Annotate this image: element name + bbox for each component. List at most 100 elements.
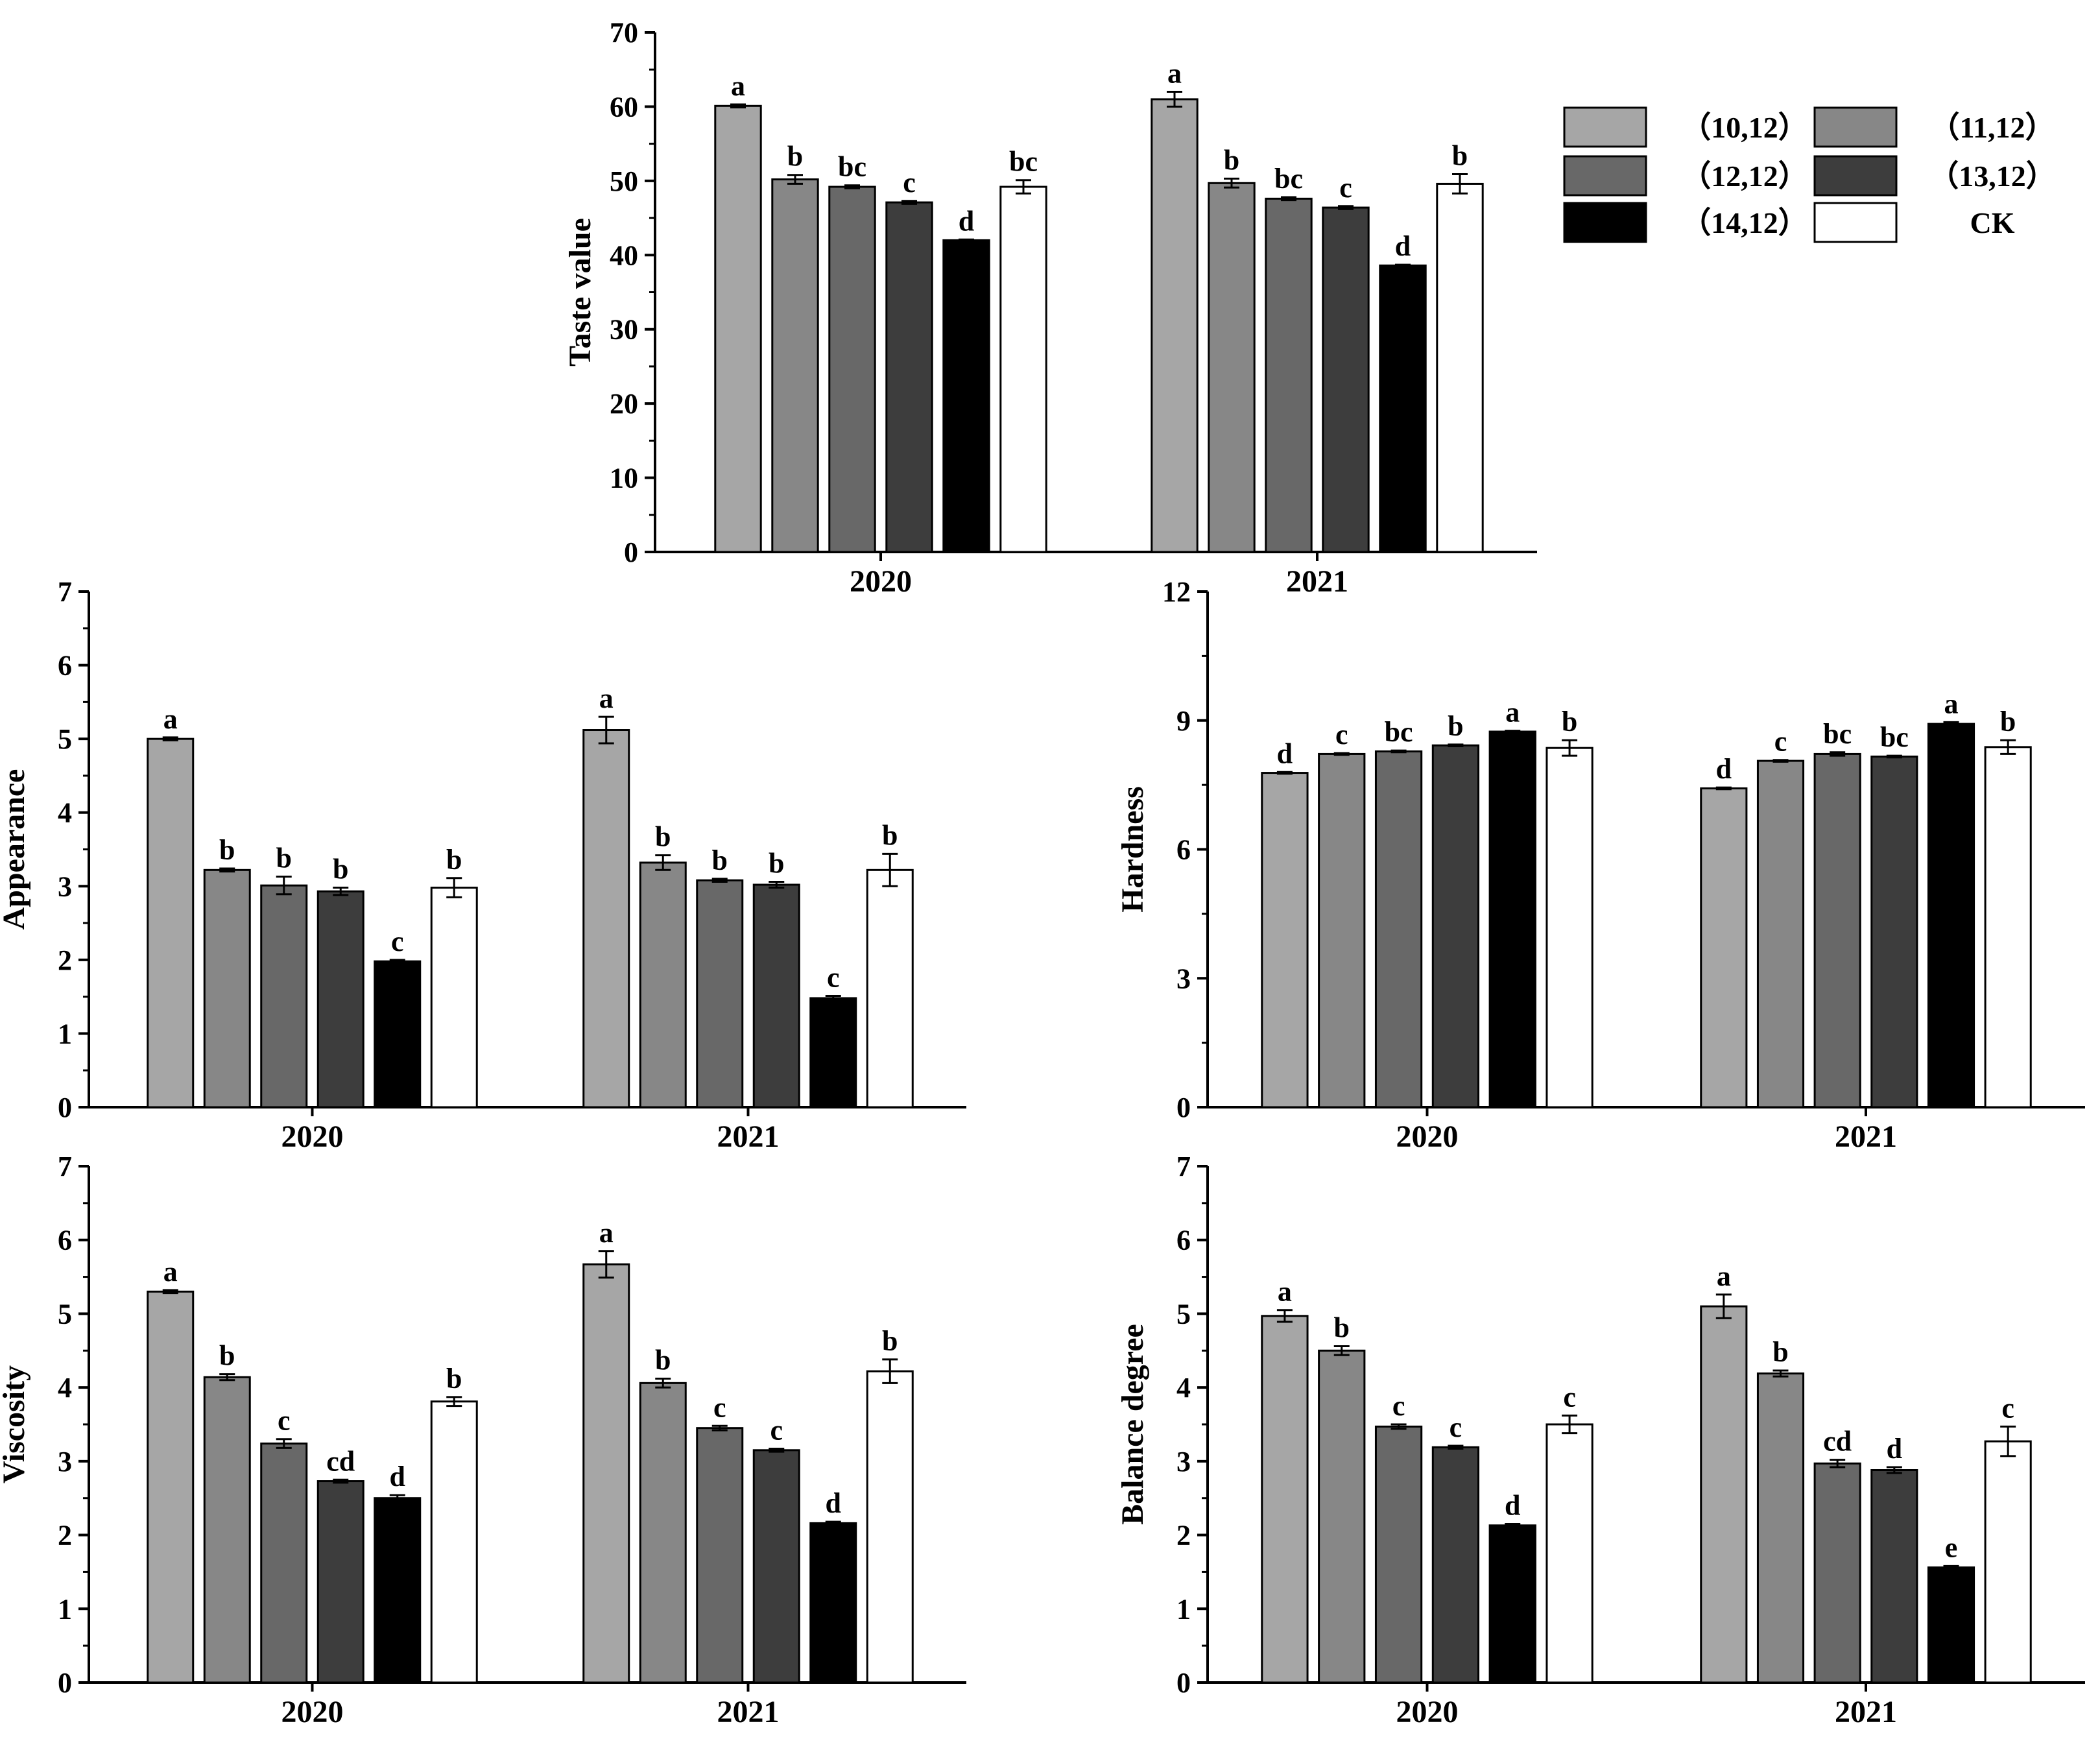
taste-significance-label: c	[1339, 172, 1352, 204]
balance-bar	[1488, 1524, 1536, 1684]
taste-bar	[1208, 182, 1256, 553]
viscosity-ytick-label: 2	[58, 1520, 72, 1551]
legend-label: （11,12）	[1930, 111, 2055, 144]
hardness-ytick-label: 3	[1176, 963, 1191, 994]
legend: （10,12） （11,12） （12,12） （13,12） （14,12） CK	[1563, 106, 2056, 243]
viscosity-significance-label: a	[599, 1217, 614, 1249]
hardness-significance-label: d	[1716, 753, 1732, 785]
balance-ytick-label: 0	[1176, 1667, 1191, 1699]
appearance-significance-label: a	[599, 682, 614, 714]
appearance-bar	[374, 960, 422, 1108]
appearance-category-label: 2020	[281, 1120, 344, 1154]
balance-y-axis-title: Balance degree	[1116, 1324, 1150, 1525]
appearance-ytick-label: 4	[58, 797, 72, 829]
appearance-significance-label: b	[712, 845, 728, 876]
balance-ytick-label: 4	[1176, 1372, 1191, 1404]
appearance-significance-label: b	[882, 819, 898, 851]
appearance-bar	[866, 868, 914, 1108]
balance-bar	[1984, 1440, 2032, 1684]
balance-ytick-label: 6	[1176, 1225, 1191, 1256]
appearance-bar	[582, 729, 630, 1108]
hardness-category-label: 2020	[1396, 1120, 1459, 1154]
viscosity-significance-label: a	[163, 1256, 178, 1288]
hardness-bar	[1870, 755, 1918, 1108]
balance-significance-label: b	[1334, 1312, 1350, 1343]
taste-ytick-label: 10	[610, 462, 638, 494]
legend-swatch	[1563, 106, 1647, 148]
appearance-significance-label: b	[446, 844, 462, 876]
appearance-significance-label: b	[769, 847, 784, 879]
viscosity-ytick-label: 3	[58, 1446, 72, 1478]
hardness-bar	[1700, 787, 1748, 1108]
hardness-significance-label: b	[1448, 710, 1463, 742]
balance-significance-label: e	[1945, 1531, 1958, 1563]
legend-label: （12,12）	[1681, 160, 1808, 193]
balance-significance-label: c	[2001, 1392, 2014, 1424]
viscosity-bar	[430, 1400, 478, 1684]
appearance-ytick-label: 0	[58, 1092, 72, 1123]
balance-ytick-label: 7	[1176, 1151, 1191, 1182]
hardness-category-label: 2021	[1835, 1120, 1897, 1154]
taste-bar	[771, 178, 819, 553]
viscosity-bar	[582, 1263, 630, 1684]
viscosity-significance-label: c	[278, 1405, 291, 1437]
balance-bar	[1318, 1349, 1366, 1684]
taste-bar	[714, 104, 762, 553]
appearance-bar	[752, 883, 800, 1108]
appearance-ytick-label: 6	[58, 650, 72, 682]
hardness-significance-label: c	[1774, 726, 1787, 758]
hardness-bar	[1374, 750, 1423, 1108]
appearance-bar	[316, 890, 364, 1108]
hardness-bar	[1261, 772, 1309, 1108]
taste-significance-label: a	[1167, 58, 1182, 90]
viscosity-ytick-label: 0	[58, 1667, 72, 1699]
balance-significance-label: c	[1392, 1390, 1405, 1422]
viscosity-bar	[374, 1497, 422, 1684]
balance-bar	[1927, 1566, 1975, 1684]
viscosity-ytick-label: 1	[58, 1593, 72, 1625]
taste-significance-label: bc	[1274, 163, 1303, 195]
appearance-bar	[430, 887, 478, 1108]
viscosity-bar	[696, 1427, 744, 1684]
balance-ytick-label: 5	[1176, 1298, 1191, 1330]
viscosity-bar	[316, 1480, 364, 1684]
viscosity-bar	[203, 1376, 251, 1684]
viscosity-significance-label: b	[219, 1340, 235, 1372]
viscosity-bar	[639, 1382, 687, 1684]
appearance-significance-label: b	[219, 834, 235, 866]
balance-significance-label: d	[1887, 1433, 1902, 1465]
hardness-significance-label: bc	[1385, 716, 1413, 748]
balance-bar	[1870, 1469, 1918, 1684]
balance-category-label: 2020	[1396, 1695, 1459, 1729]
appearance-ytick-label: 2	[58, 944, 72, 976]
taste-ytick-label: 70	[610, 17, 638, 49]
hardness-significance-label: bc	[1880, 721, 1909, 753]
taste-significance-label: c	[903, 167, 916, 198]
appearance-bar	[260, 884, 308, 1108]
taste-significance-label: bc	[1009, 146, 1038, 178]
viscosity-significance-label: c	[770, 1415, 783, 1446]
appearance-significance-label: b	[276, 843, 292, 874]
appearance-significance-label: c	[391, 926, 404, 957]
balance-significance-label: a	[1717, 1260, 1731, 1292]
balance-significance-label: b	[1772, 1336, 1788, 1368]
hardness-ytick-label: 6	[1176, 834, 1191, 866]
taste-bar	[1265, 197, 1313, 553]
taste-bar	[942, 239, 990, 553]
viscosity-y-axis-title: Viscosity	[0, 1365, 31, 1483]
appearance-ytick-label: 1	[58, 1018, 72, 1049]
viscosity-bar	[866, 1370, 914, 1684]
appearance-bar	[696, 879, 744, 1108]
balance-significance-label: cd	[1823, 1426, 1852, 1457]
hardness-bar	[1431, 744, 1480, 1108]
balance-category-label: 2021	[1835, 1695, 1897, 1729]
hardness-significance-label: a	[1505, 697, 1520, 728]
taste-bar	[1151, 98, 1199, 553]
taste-y-axis-title: Taste value	[563, 218, 597, 366]
hardness-ytick-label: 0	[1176, 1092, 1191, 1123]
appearance-ytick-label: 7	[58, 576, 72, 608]
viscosity-bar	[260, 1443, 308, 1684]
